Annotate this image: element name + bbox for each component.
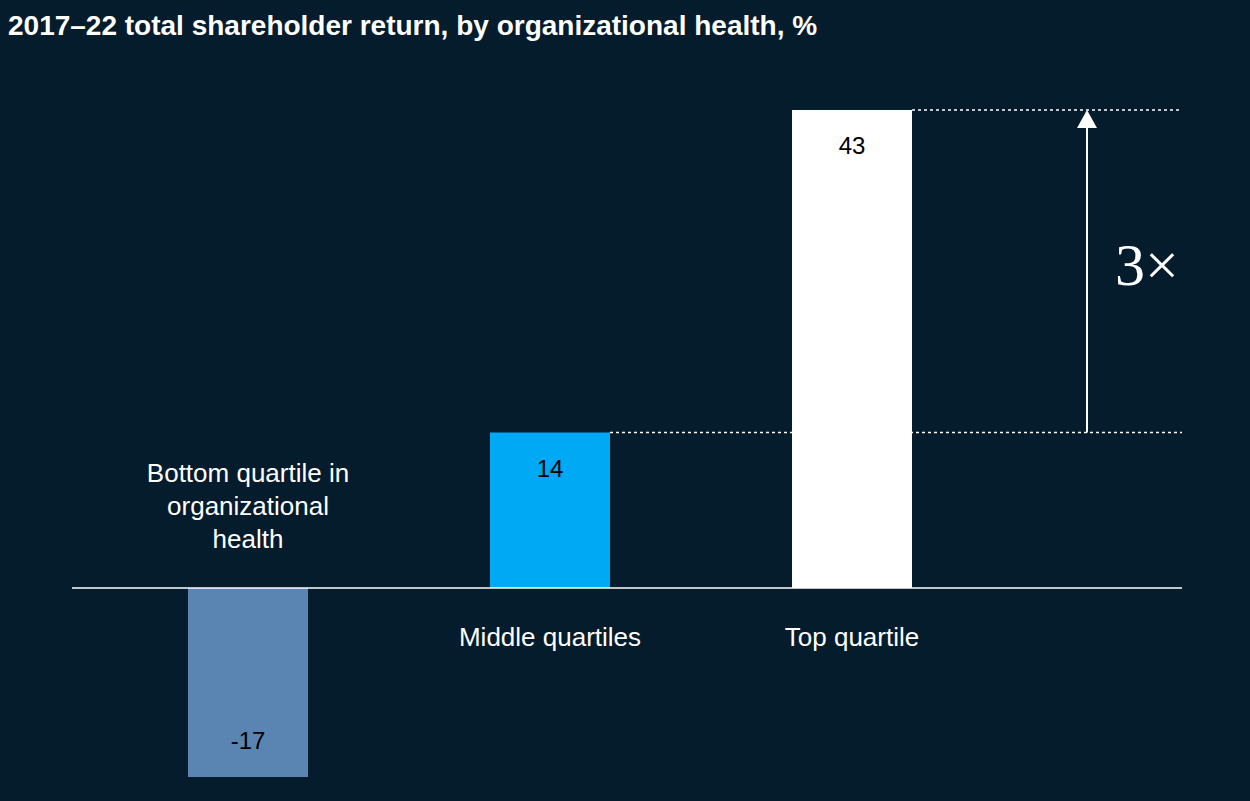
svg-text:Middle quartiles: Middle quartiles — [459, 622, 641, 652]
svg-text:Top quartile: Top quartile — [785, 622, 919, 652]
svg-text:-17: -17 — [231, 727, 266, 754]
svg-text:3×: 3× — [1115, 232, 1179, 298]
svg-text:43: 43 — [839, 132, 866, 159]
svg-text:14: 14 — [537, 455, 564, 482]
svg-text:Bottom quartile inorganization: Bottom quartile inorganizationalhealth — [147, 458, 349, 554]
html-text:2017–22 total shareholder retu: 2017–22 total shareholder return, by org… — [8, 10, 818, 41]
